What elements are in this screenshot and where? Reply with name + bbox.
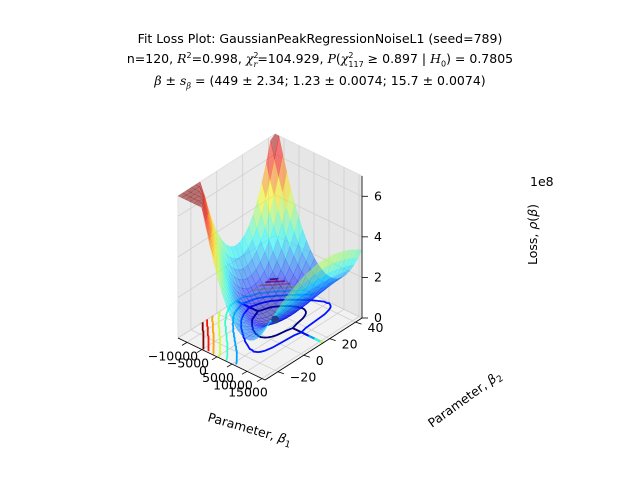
surface-patch <box>326 253 336 267</box>
chart-title: Fit Loss Plot: GaussianPeakRegressionNoi… <box>137 31 503 46</box>
z-tick-label: 2 <box>374 269 382 284</box>
x-tick-label: 15000 <box>228 385 268 400</box>
chart-subtitle-params: β ± sβ = (449 ± 2.34; 1.23 ± 0.0074; 15.… <box>154 73 486 91</box>
z-offset-label: 1e8 <box>530 174 554 189</box>
x-tick <box>256 378 263 382</box>
chart-subtitle-stats: n=120, R2=0.998, χ2r=104.929, P(χ2117 ≥ … <box>126 51 514 69</box>
y-axis-label: Parameter, β2 <box>425 367 506 433</box>
axes-lines <box>177 176 368 382</box>
y-tick <box>303 354 310 358</box>
x-tick-label: 0 <box>199 363 207 378</box>
contour-line <box>224 300 237 361</box>
contour-line <box>217 310 222 358</box>
x-tick <box>196 349 203 353</box>
x-axis-line <box>177 337 266 381</box>
surface-patch <box>260 322 270 336</box>
z-tick-label: 6 <box>374 188 382 203</box>
z-tick-label: 4 <box>374 229 382 244</box>
minimum-marker <box>271 315 280 324</box>
surface-patch <box>318 257 328 272</box>
contour-line <box>206 319 210 352</box>
x-tick <box>211 356 218 361</box>
y-tick <box>329 338 336 342</box>
contour-line <box>319 340 324 344</box>
z-axis-label: Loss, ρ(β) <box>525 204 540 265</box>
x-tick-label: 5000 <box>202 370 234 385</box>
surface-patch <box>278 295 288 311</box>
y-tick <box>277 371 285 375</box>
x-axis-label: Parameter, β1 <box>205 409 293 450</box>
x-tick-label: −5000 <box>167 356 209 371</box>
x-tick <box>226 363 233 368</box>
surface-patch <box>331 251 341 265</box>
z-tick-label: 0 <box>374 310 382 325</box>
surface-patch <box>313 260 323 276</box>
y-tick-label: 40 <box>368 320 384 335</box>
y-tick-label: 20 <box>342 337 358 352</box>
surface-patch <box>282 290 292 305</box>
contour-line <box>211 315 215 355</box>
x-tick <box>241 370 248 375</box>
x-tick-label: 10000 <box>213 377 253 392</box>
contour-line <box>201 322 205 350</box>
y-axis-line <box>264 317 363 381</box>
y-tick <box>355 321 362 325</box>
x-tick-label: −10000 <box>148 348 198 363</box>
x-tick <box>181 342 188 346</box>
y-tick-label: −20 <box>290 370 316 385</box>
loss-surface <box>177 133 363 341</box>
y-tick-label: 0 <box>316 353 324 368</box>
